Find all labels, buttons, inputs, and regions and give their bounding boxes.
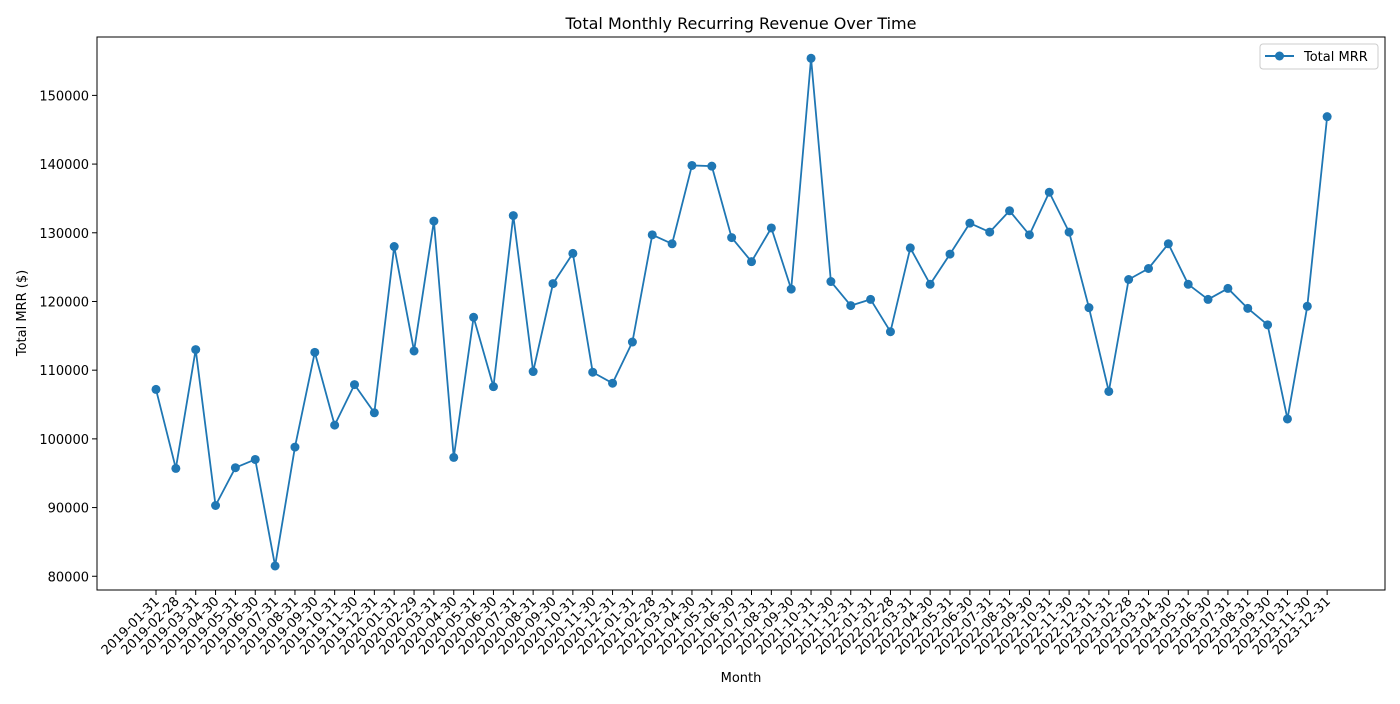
data-point (508, 211, 518, 221)
data-point (945, 249, 955, 259)
data-point (310, 347, 320, 357)
data-point (1302, 301, 1312, 311)
data-point (1024, 230, 1034, 240)
series-layer (151, 53, 1332, 571)
x-axis-ticks: 2019-01-312019-02-282019-03-312019-04-30… (99, 590, 1334, 658)
data-point (171, 463, 181, 473)
y-tick-label: 90000 (48, 502, 89, 517)
data-point (1243, 303, 1253, 313)
data-point (885, 327, 895, 337)
data-point (369, 408, 379, 418)
data-point (1064, 227, 1074, 237)
data-point (1163, 239, 1173, 249)
data-point (766, 223, 776, 233)
legend-box (1259, 43, 1379, 70)
y-tick-label: 140000 (39, 158, 89, 173)
data-point (647, 230, 657, 240)
plot-frame (96, 36, 1386, 591)
y-tick-label: 150000 (39, 89, 89, 104)
legend-marker-swatch (1275, 51, 1284, 61)
data-point (330, 420, 340, 430)
data-point (1144, 264, 1153, 274)
data-point (985, 227, 995, 237)
data-point (965, 218, 975, 228)
data-point (1044, 187, 1054, 197)
data-point (707, 161, 717, 171)
data-point (270, 561, 280, 571)
chart-title: Total Monthly Recurring Revenue Over Tim… (565, 14, 917, 33)
y-tick-label: 120000 (39, 295, 89, 310)
data-point (230, 463, 240, 473)
data-point (211, 501, 221, 511)
data-point (488, 382, 498, 392)
data-point (1322, 112, 1332, 122)
data-point (469, 312, 479, 322)
x-axis-label: Month (721, 671, 762, 686)
data-point (826, 277, 836, 287)
data-point (806, 53, 816, 63)
data-point (389, 242, 399, 252)
data-point (350, 380, 359, 390)
data-point (667, 239, 677, 249)
data-point (727, 233, 737, 243)
data-point (1005, 206, 1015, 216)
data-point (429, 216, 439, 226)
data-point (627, 337, 637, 347)
data-point (1084, 303, 1094, 313)
data-point (1203, 294, 1213, 304)
data-point (548, 279, 558, 289)
data-point (151, 384, 161, 394)
data-point (528, 367, 538, 377)
data-point (846, 301, 856, 311)
data-point (588, 367, 598, 377)
data-point (687, 160, 697, 170)
data-point (786, 284, 796, 294)
data-point (1183, 279, 1193, 289)
legend: Total MRR (1259, 43, 1379, 70)
data-point (747, 257, 756, 267)
data-point (1282, 414, 1292, 424)
data-point (866, 294, 876, 304)
y-axis-label: Total MRR ($) (15, 270, 30, 357)
data-point (1124, 274, 1134, 284)
data-point (1104, 386, 1114, 396)
y-axis-ticks: 80000 90000 100000 110000 120000 130000 140000… (39, 89, 97, 585)
data-point (608, 378, 618, 388)
data-point (925, 279, 935, 289)
legend-label: Total MRR (1303, 50, 1368, 65)
data-point (568, 248, 578, 258)
y-tick-label: 110000 (39, 364, 89, 379)
data-point (1223, 283, 1233, 293)
y-tick-label: 130000 (39, 227, 89, 242)
y-tick-label: 80000 (48, 570, 89, 585)
data-point (449, 452, 459, 462)
data-point (905, 243, 915, 253)
data-point (250, 454, 260, 464)
y-tick-label: 100000 (39, 433, 89, 448)
data-point (191, 345, 201, 355)
data-point (1263, 320, 1273, 330)
data-point (290, 442, 300, 452)
data-point (409, 346, 419, 356)
